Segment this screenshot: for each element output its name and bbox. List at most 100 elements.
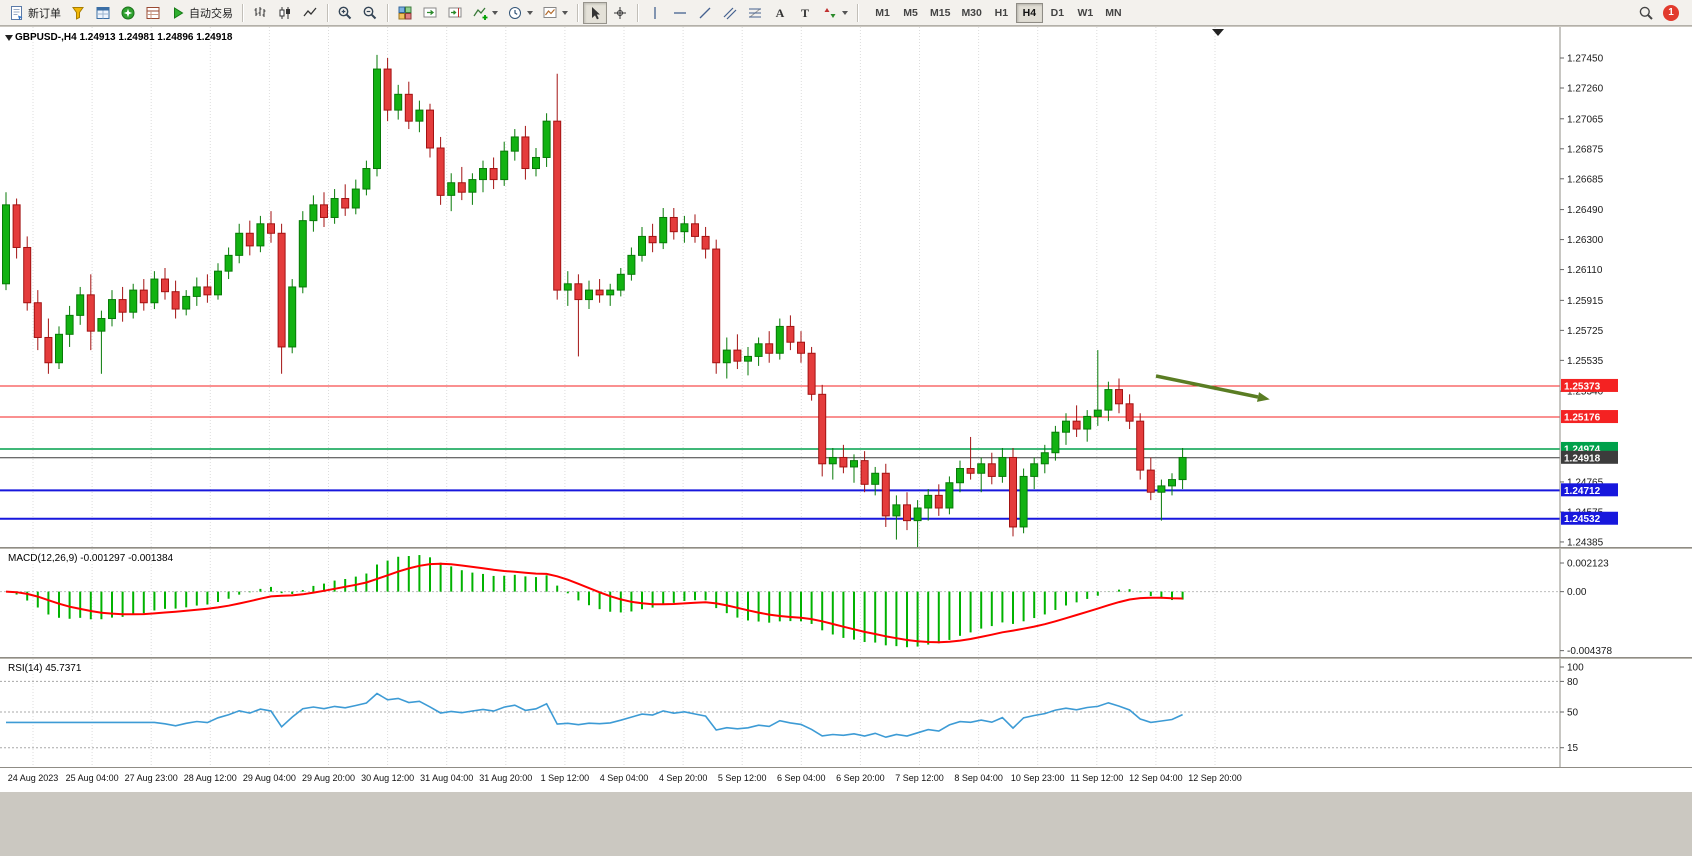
- timeframe-button-h4[interactable]: H4: [1015, 2, 1043, 23]
- timeframe-button-mn[interactable]: MN: [1100, 3, 1127, 23]
- chart-shift-button[interactable]: [443, 2, 467, 24]
- auto-trading-button[interactable]: 自动交易: [166, 2, 237, 24]
- toolbar-separator: [327, 3, 328, 22]
- trendline-icon: [699, 7, 711, 18]
- zoom-out-icon: [363, 6, 377, 19]
- time-axis-label: 8 Sep 04:00: [954, 773, 1003, 783]
- time-axis-label: 12 Sep 04:00: [1129, 773, 1183, 783]
- dropdown-caret-icon: [842, 10, 848, 15]
- pane-splitter[interactable]: [0, 657, 1692, 659]
- auto-scroll-button[interactable]: [418, 2, 442, 24]
- terminal-button[interactable]: [141, 2, 165, 24]
- crosshair-button[interactable]: [608, 2, 632, 24]
- candlestick-chart-button[interactable]: [273, 2, 297, 24]
- price-chart-pane[interactable]: 1.27450 1.27260 1.27065 1.26875 1.26685 1.264…: [0, 27, 1692, 547]
- rsi-level-lines: [0, 680, 1560, 749]
- timeframe-button-m5[interactable]: M5: [897, 3, 924, 23]
- tile-windows-button[interactable]: [393, 2, 417, 24]
- horizontal-line-button[interactable]: [668, 2, 692, 24]
- rsi-pane[interactable]: 100 80 50 15: [0, 659, 1692, 767]
- timeframe-button-d1[interactable]: D1: [1044, 3, 1071, 23]
- macd-gridlines: [32, 549, 1216, 657]
- search-button[interactable]: [1634, 2, 1658, 24]
- text-button[interactable]: A: [768, 2, 792, 24]
- svg-text:1.25373: 1.25373: [1564, 381, 1601, 392]
- fibonacci-button[interactable]: [743, 2, 767, 24]
- macd-signal-line: [5, 562, 1183, 644]
- zoom-in-icon: [338, 6, 352, 19]
- svg-text:80: 80: [1567, 677, 1579, 688]
- svg-text:1.24918: 1.24918: [1564, 453, 1601, 464]
- time-axis-label: 12 Sep 20:00: [1188, 773, 1242, 783]
- new-order-button[interactable]: 新订单: [5, 2, 65, 24]
- pane-splitter[interactable]: [0, 547, 1692, 549]
- chart-shift-marker[interactable]: [1212, 29, 1224, 36]
- line-chart-icon: [303, 7, 317, 16]
- templates-button[interactable]: [538, 2, 572, 24]
- timeframe-button-m1[interactable]: M1: [869, 3, 896, 23]
- time-axis-label: 27 Aug 23:00: [124, 773, 178, 783]
- vertical-line-button[interactable]: [643, 2, 667, 24]
- timeframe-button-m15[interactable]: M15: [925, 3, 955, 23]
- cursor-button[interactable]: [583, 1, 607, 24]
- toolbar-separator: [857, 3, 858, 22]
- market-watch-button[interactable]: [66, 2, 90, 24]
- dropdown-caret-icon: [562, 10, 568, 15]
- svg-text:1.27065: 1.27065: [1567, 114, 1604, 125]
- trendline-button[interactable]: [693, 2, 717, 24]
- svg-text:1.27450: 1.27450: [1567, 54, 1604, 65]
- navigator-button[interactable]: [116, 2, 140, 24]
- svg-text:1.26875: 1.26875: [1567, 144, 1604, 155]
- timeframe-button-w1[interactable]: W1: [1072, 3, 1099, 23]
- svg-text:1.24532: 1.24532: [1564, 514, 1601, 525]
- channel-button[interactable]: [718, 2, 742, 24]
- arrows-button[interactable]: [818, 2, 852, 24]
- time-axis-label: 31 Aug 20:00: [479, 773, 533, 783]
- timeframe-button-h1[interactable]: H1: [988, 3, 1015, 23]
- terminal-icon: [146, 6, 160, 19]
- svg-text:1.26490: 1.26490: [1567, 205, 1604, 216]
- new-order-icon: [11, 5, 23, 20]
- text-label-tool-icon: T: [800, 5, 809, 20]
- periods-button[interactable]: [503, 2, 537, 24]
- arrow-annotation[interactable]: [1155, 374, 1270, 402]
- timeframe-button-m30[interactable]: M30: [956, 3, 986, 23]
- notification-badge[interactable]: 1: [1663, 4, 1679, 21]
- tile-windows-icon: [398, 6, 412, 19]
- macd-pane[interactable]: 0.002123 0.00 -0.004378: [0, 549, 1692, 657]
- fibonacci-icon: [749, 8, 761, 17]
- one-click-trading-collapse-icon[interactable]: [5, 35, 13, 41]
- bar-chart-button[interactable]: [248, 2, 272, 24]
- time-axis-label: 31 Aug 04:00: [420, 773, 474, 783]
- horizontal-level-lines[interactable]: [0, 385, 1560, 520]
- macd-scale[interactable]: 0.002123 0.00 -0.004378: [1559, 549, 1692, 657]
- macd-indicator-title: MACD(12,26,9) -0.001297 -0.001384: [8, 553, 174, 564]
- toolbar-separator: [577, 3, 578, 22]
- svg-text:1.25725: 1.25725: [1567, 326, 1604, 337]
- zoom-out-button[interactable]: [358, 2, 382, 24]
- time-axis[interactable]: 24 Aug 2023 25 Aug 04:00 27 Aug 23:00 28 Au…: [0, 767, 1692, 792]
- line-chart-button[interactable]: [298, 2, 322, 24]
- candles: [2, 54, 1187, 547]
- data-window-button[interactable]: [91, 2, 115, 24]
- data-window-icon: [96, 6, 110, 19]
- text-label-button[interactable]: T: [793, 2, 817, 24]
- dropdown-caret-icon: [492, 10, 498, 15]
- svg-text:50: 50: [1567, 708, 1579, 719]
- svg-text:0.00: 0.00: [1567, 587, 1587, 598]
- svg-text:1.26685: 1.26685: [1567, 174, 1604, 185]
- price-scale[interactable]: 1.27450 1.27260 1.27065 1.26875 1.26685 1.264…: [1559, 27, 1692, 547]
- rsi-gridlines: [32, 659, 1216, 767]
- time-axis-label: 28 Aug 12:00: [183, 773, 237, 783]
- zoom-in-button[interactable]: [333, 2, 357, 24]
- toolbar-separator: [637, 3, 638, 22]
- workspace-background: [0, 793, 1692, 856]
- rsi-scale[interactable]: 100 80 50 15: [1559, 659, 1692, 767]
- time-axis-label: 4 Sep 20:00: [658, 773, 708, 783]
- time-axis-label: 4 Sep 04:00: [599, 773, 649, 783]
- time-axis-label: 7 Sep 12:00: [895, 773, 944, 783]
- indicators-button[interactable]: [468, 2, 502, 24]
- svg-text:1.25915: 1.25915: [1567, 296, 1604, 307]
- cursor-icon: [592, 6, 600, 19]
- toolbar-separator: [387, 3, 388, 22]
